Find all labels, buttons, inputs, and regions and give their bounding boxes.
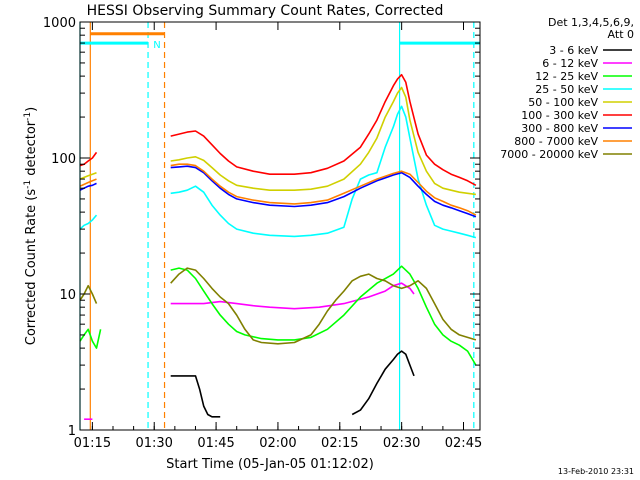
- legend-header-line2: Att 0: [608, 28, 634, 41]
- vertical-markers: [79, 22, 480, 430]
- legend-label-0: 3 - 6 keV: [549, 44, 598, 57]
- y-axis-title-main: Corrected Count Rate (s: [24, 189, 39, 346]
- plot-frame: [79, 21, 481, 431]
- series-5-segment-0: [79, 151, 98, 167]
- y-axis-title-end: ): [24, 107, 39, 112]
- series-8-segment-0: [79, 284, 98, 304]
- y-axis-title-mid: detector: [24, 120, 39, 180]
- series-7-segment-0: [79, 178, 97, 187]
- x-tick-label-2: 01:45: [197, 436, 234, 451]
- y-axis-title-sup2: -1: [23, 112, 33, 121]
- series-6-segment-0: [79, 182, 97, 191]
- series-6-segment-1: [170, 165, 477, 218]
- legend-label-8: 7000 - 20000 keV: [500, 148, 598, 161]
- y-axis-title-sup: -1: [23, 180, 33, 189]
- legend-header-line1: Det 1,3,4,5,6,9,: [548, 16, 634, 29]
- series-3-segment-0: [79, 214, 98, 230]
- series-0-segment-0: [170, 375, 221, 418]
- y-tick-label-3: 1000: [43, 16, 76, 31]
- flag-marker-n: N: [153, 40, 160, 51]
- series-2-segment-1: [170, 265, 477, 366]
- timestamp: 13-Feb-2010 23:31: [558, 467, 634, 476]
- legend-label-6: 300 - 800 keV: [521, 122, 598, 135]
- series-5-segment-1: [170, 73, 477, 187]
- series-0-segment-1: [351, 350, 415, 416]
- chart-title: HESSI Observing Summary Count Rates, Cor…: [87, 3, 444, 19]
- x-tick-label-6: 02:45: [445, 436, 482, 451]
- y-axis-ticks: 1 10 100 1000: [43, 16, 480, 439]
- legend-label-1: 6 - 12 keV: [542, 57, 598, 70]
- legend-label-5: 100 - 300 keV: [521, 109, 598, 122]
- x-tick-label-1: 01:30: [135, 436, 172, 451]
- series-2-segment-0: [79, 328, 102, 349]
- series-lines: [79, 73, 477, 421]
- x-tick-label-0: 01:15: [74, 436, 111, 451]
- y-tick-label-0: 1: [68, 424, 76, 439]
- legend-label-4: 50 - 100 keV: [528, 96, 598, 109]
- x-tick-label-4: 02:15: [321, 436, 358, 451]
- x-axis-ticks: 01:15 01:30 01:45 02:00 02:15 02:30 02:45: [74, 22, 482, 451]
- x-tick-label-5: 02:30: [383, 436, 420, 451]
- legend-label-3: 25 - 50 keV: [535, 83, 598, 96]
- legend-label-2: 12 - 25 keV: [535, 70, 598, 83]
- y-axis-title: Corrected Count Rate (s-1 detector-1): [23, 107, 39, 345]
- series-4-segment-0: [79, 171, 97, 180]
- y-tick-label-2: 100: [51, 152, 76, 167]
- x-axis-title: Start Time (05-Jan-05 01:12:02): [166, 457, 374, 472]
- legend-label-7: 800 - 7000 keV: [514, 135, 598, 148]
- series-8-segment-1: [170, 267, 477, 345]
- x-tick-label-3: 02:00: [259, 436, 296, 451]
- series-7-segment-1: [170, 163, 477, 216]
- series-3-segment-1: [170, 105, 477, 239]
- y-tick-label-1: 10: [59, 288, 76, 303]
- series-4-segment-1: [170, 86, 477, 196]
